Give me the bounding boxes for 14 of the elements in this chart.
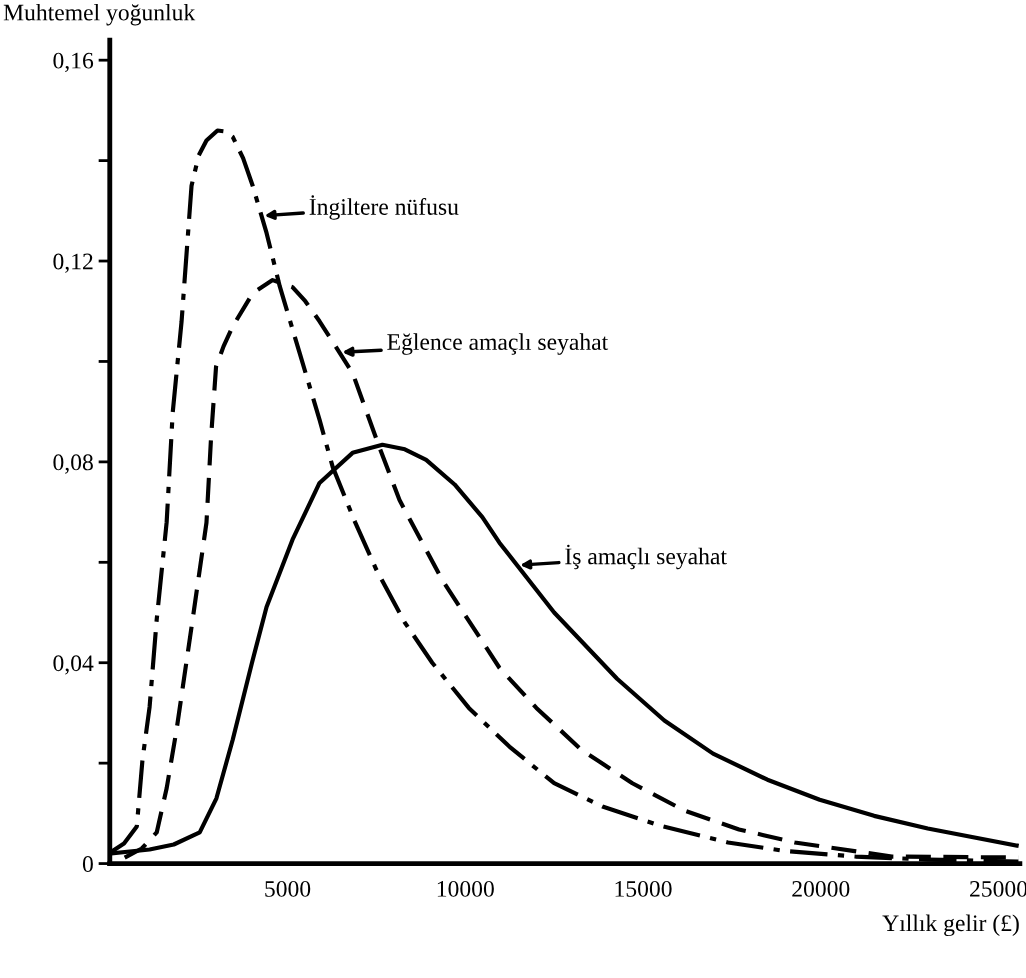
y-tick-label: 0 <box>82 856 93 872</box>
x-tick-label: 5000 <box>265 880 311 897</box>
x-tick-label: 10000 <box>437 880 494 897</box>
y-tick-label: 0,12 <box>53 253 93 273</box>
x-tick-label: 15000 <box>615 880 672 897</box>
annotation: Eğlence amaçlı seyahat <box>387 333 609 355</box>
x-tick-label: 20000 <box>792 880 850 897</box>
y-tick-label: 0,08 <box>53 454 93 474</box>
annotation: İş amaçlı seyahat <box>565 544 727 570</box>
y-tick-label: 0,04 <box>53 655 94 675</box>
annotation: İngiltere nüfusu <box>309 195 459 220</box>
y-axis-title: Muhtemel yoğunluk <box>3 3 196 26</box>
y-tick-label: 0,16 <box>53 52 94 72</box>
x-axis-title: Yıllık gelir (£) <box>882 914 1019 937</box>
